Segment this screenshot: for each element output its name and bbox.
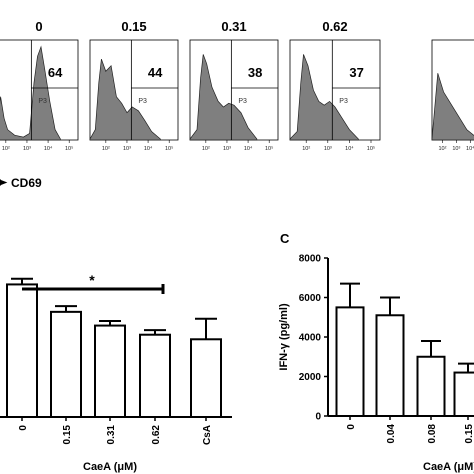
y-tick-label: 0 [315, 412, 321, 423]
histogram-title: 0.31 [221, 19, 246, 34]
tick-label: 10³ [123, 146, 131, 152]
y-axis-label: IFN-γ (pg/ml) [278, 303, 290, 371]
bar-2 [416, 355, 446, 417]
tick-label: 10² [438, 146, 446, 152]
bar-4 [190, 338, 222, 418]
tick-label: 10² [302, 146, 310, 152]
tick-label: 10⁴ [44, 145, 53, 152]
tick-label: 10² [102, 146, 110, 152]
x-tick-label: 0 [346, 424, 357, 430]
bar-2 [94, 324, 126, 419]
bar-3 [139, 333, 171, 419]
tick-label: 10³ [23, 146, 31, 152]
flow-cytometry-panel: P3 0 64 10² 10³ 10⁴ 10⁵ P3 0.15 44 10² 10³ 10⁴ 10⁵ P3 0… [0, 19, 474, 190]
tick-label: 10⁵ [65, 145, 73, 152]
x-axis-label: CaeA (μM) [423, 461, 474, 473]
gate-label: P3 [38, 98, 47, 105]
bar-1 [50, 310, 82, 419]
histogram-title: 0.62 [322, 19, 347, 34]
histogram-curve [189, 54, 258, 141]
gate-label: P3 [339, 98, 348, 105]
tick-label: 10⁴ [144, 145, 153, 152]
tick-label: 10² [2, 146, 10, 152]
x-tick-label: 0.15 [62, 425, 73, 445]
histogram-curve [89, 58, 161, 141]
panel-label-c: C [280, 231, 290, 246]
percent-label: 38 [248, 65, 262, 80]
histogram-2: P3 0.31 38 10² 10³ 10⁴ 10⁵ [189, 19, 279, 152]
bar-chart-b: 0 0.15 0.31 0.62 CsA CaeA (μM) * [0, 272, 232, 473]
histogram-title: 0.15 [121, 19, 146, 34]
bar-1 [375, 314, 405, 417]
tick-label: 10² [202, 146, 210, 152]
tick-label: 10⁵ [367, 145, 375, 152]
gate-label: P3 [238, 98, 247, 105]
significance-star: * [89, 272, 95, 288]
x-axis-label: CD69 [11, 176, 42, 190]
x-tick-label: 0.15 [464, 424, 474, 444]
bar-3 [453, 371, 474, 417]
x-tick-label: 0 [18, 425, 29, 431]
x-tick-label: 0.62 [151, 425, 162, 445]
x-tick-label: CsA [202, 425, 213, 445]
tick-label: 10⁴ [466, 145, 474, 152]
x-tick-label: 0.08 [427, 424, 438, 444]
bar-0 [335, 306, 365, 417]
tick-label: 10⁴ [345, 145, 354, 152]
y-tick-label: 6000 [299, 293, 322, 304]
histogram-curve [431, 73, 474, 141]
histogram-3: P3 0.62 37 10² 10³ 10⁴ 10⁵ [289, 19, 381, 152]
x-tick-label: 0.31 [106, 425, 117, 445]
histogram-0: P3 0 64 10² 10³ 10⁴ 10⁵ [0, 19, 79, 152]
tick-label: 10³ [324, 146, 332, 152]
histogram-curve [0, 45, 61, 141]
y-tick-label: 8000 [299, 254, 322, 265]
bar-0 [6, 283, 38, 418]
bar-chart-c: 0 2000 4000 6000 8000 0 0.04 0.08 0.15 CaeA (μM) C… [278, 231, 474, 473]
y-tick-label: 2000 [299, 372, 322, 383]
y-tick-label: 4000 [299, 333, 322, 344]
gate-label: P3 [138, 98, 147, 105]
tick-label: 10³ [223, 146, 231, 152]
histogram-1: P3 0.15 44 10² 10³ 10⁴ 10⁵ [89, 19, 179, 152]
histogram-4: 10² 10³ 10⁴ [431, 39, 474, 152]
histogram-curve [289, 54, 359, 141]
percent-label: 44 [148, 65, 163, 80]
tick-label: 10⁵ [265, 145, 273, 152]
percent-label: 37 [349, 65, 363, 80]
arrow-icon [0, 179, 8, 186]
percent-label: 64 [48, 65, 63, 80]
tick-label: 10³ [452, 146, 460, 152]
x-axis-label: CaeA (μM) [83, 461, 137, 473]
tick-label: 10⁴ [244, 145, 253, 152]
x-tick-label: 0.04 [386, 424, 397, 444]
histogram-title: 0 [35, 19, 42, 34]
tick-label: 10⁵ [165, 145, 173, 152]
